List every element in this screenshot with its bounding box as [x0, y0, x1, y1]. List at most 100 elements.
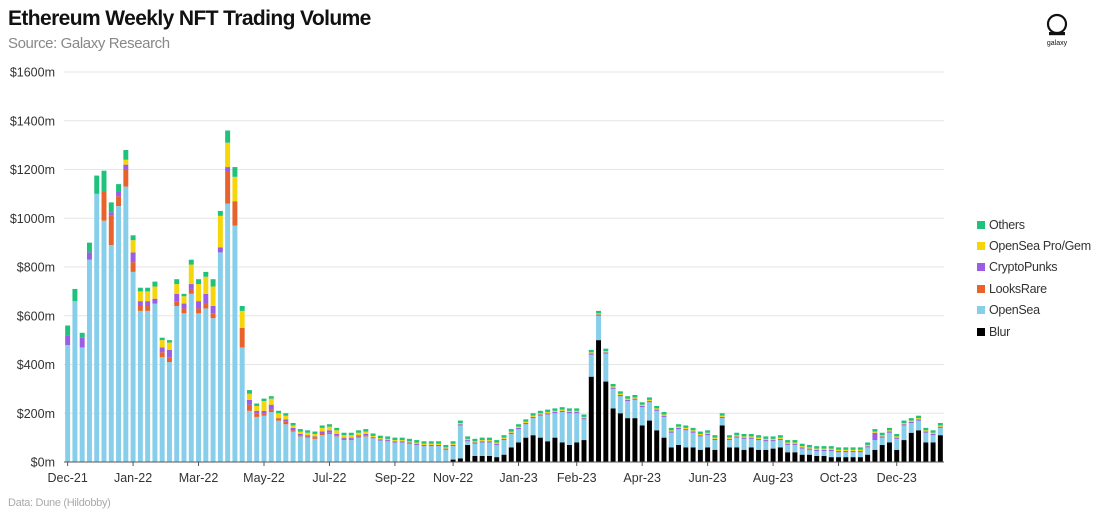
bar-segment-others	[101, 170, 107, 192]
bar-segment-opensea-pro-gem	[588, 352, 594, 354]
bar-segment-opensea-pro-gem	[450, 443, 456, 445]
x-tick-label: Jan-22	[114, 471, 152, 485]
bar-segment-opensea-pro-gem	[305, 432, 311, 436]
bar-segment-opensea-pro-gem	[123, 159, 129, 165]
bar-segment-others	[625, 396, 631, 399]
bar-segment-looksrare	[312, 437, 318, 439]
bar-segment-cryptopunks	[290, 427, 296, 431]
bar-segment-blur	[777, 447, 783, 463]
bar-segment-blur	[770, 448, 776, 462]
bar-segment-opensea-pro-gem	[697, 433, 703, 436]
bar-stack	[305, 430, 311, 463]
bar-segment-opensea-pro-gem	[385, 438, 391, 441]
bar-segment-cryptopunks	[414, 443, 420, 445]
x-tick-label: Dec-21	[47, 471, 87, 485]
bar-stack	[465, 436, 471, 462]
bar-segment-opensea-pro-gem	[777, 437, 783, 439]
bar-segment-cryptopunks	[923, 431, 929, 433]
bar-segment-others	[770, 436, 776, 439]
bar-segment-looksrare	[166, 357, 172, 363]
bar-segment-cryptopunks	[123, 164, 129, 170]
bars	[65, 130, 943, 463]
bar-segment-others	[734, 432, 740, 436]
bar-segment-looksrare	[108, 215, 114, 246]
legend-swatch	[977, 242, 985, 251]
bar-segment-others	[254, 403, 260, 406]
bar-segment-others	[865, 442, 871, 445]
bar-stack	[414, 440, 420, 462]
bar-segment-opensea	[770, 441, 776, 449]
bar-stack	[843, 447, 849, 463]
bar-stack	[225, 130, 231, 463]
bar-segment-cryptopunks	[319, 431, 325, 434]
bar-stack	[763, 436, 769, 462]
bar-segment-cryptopunks	[792, 443, 798, 445]
bar-stack	[603, 348, 609, 462]
bar-segment-opensea	[72, 301, 78, 463]
bar-segment-opensea-pro-gem	[908, 420, 914, 422]
bar-stack	[94, 175, 100, 463]
bar-segment-opensea-pro-gem	[603, 351, 609, 353]
bar-segment-others	[305, 430, 311, 433]
bar-segment-cryptopunks	[116, 191, 122, 197]
bar-stack	[581, 414, 587, 462]
legend-label: Others	[989, 217, 1025, 232]
bar-segment-opensea-pro-gem	[639, 404, 645, 406]
bar-segment-opensea-pro-gem	[130, 240, 136, 253]
bar-stack	[814, 446, 820, 462]
bar-segment-cryptopunks	[210, 306, 216, 314]
bar-stack	[632, 394, 638, 463]
bar-segment-opensea-pro-gem	[268, 398, 274, 405]
bar-segment-opensea-pro-gem	[785, 442, 791, 444]
bar-segment-opensea-pro-gem	[188, 264, 194, 285]
bar-segment-opensea-pro-gem	[741, 436, 747, 438]
bar-segment-others	[763, 436, 769, 439]
bar-segment-others	[65, 325, 71, 336]
bar-segment-opensea-pro-gem	[850, 449, 856, 452]
bar-segment-cryptopunks	[472, 442, 478, 444]
bar-segment-cryptopunks	[625, 399, 631, 402]
bar-segment-looksrare	[356, 436, 362, 438]
bar-stack	[523, 419, 529, 463]
bar-segment-opensea	[850, 452, 856, 458]
bar-segment-others	[697, 431, 703, 434]
bar-stack	[457, 420, 463, 462]
bar-segment-opensea	[421, 446, 427, 462]
bar-segment-opensea	[159, 357, 165, 462]
bar-stack	[123, 150, 129, 462]
bar-segment-opensea-pro-gem	[894, 436, 900, 438]
bar-segment-opensea-pro-gem	[530, 415, 536, 417]
bar-segment-cryptopunks	[785, 443, 791, 445]
legend-label: CryptoPunks	[989, 260, 1058, 275]
bar-segment-others	[319, 425, 325, 428]
bar-segment-others	[879, 432, 885, 436]
bar-segment-opensea-pro-gem	[399, 440, 405, 442]
bar-stack	[392, 437, 398, 462]
bar-segment-looksrare	[261, 413, 267, 416]
bar-segment-opensea-pro-gem	[145, 291, 151, 302]
bar-segment-others	[326, 424, 332, 427]
bar-segment-opensea	[639, 407, 645, 426]
bar-segment-cryptopunks	[479, 441, 485, 443]
bar-stack	[377, 435, 383, 462]
bar-stack	[916, 415, 922, 462]
bar-segment-opensea	[646, 402, 652, 421]
bar-stack	[697, 431, 703, 462]
bar-segment-cryptopunks	[828, 449, 834, 452]
bar-segment-cryptopunks	[741, 437, 747, 439]
bar-segment-blur	[465, 444, 471, 462]
bar-segment-opensea-pro-gem	[348, 435, 354, 438]
bar-segment-others	[552, 408, 558, 411]
legend-swatch	[977, 284, 985, 293]
bar-segment-opensea	[814, 451, 820, 456]
bar-segment-opensea	[516, 429, 522, 443]
bar-segment-cryptopunks	[530, 416, 536, 419]
bar-segment-opensea-pro-gem	[523, 421, 529, 423]
bar-stack	[836, 447, 842, 463]
bar-segment-opensea	[836, 452, 842, 458]
bar-segment-opensea-pro-gem	[166, 342, 172, 350]
bar-segment-cryptopunks	[457, 424, 463, 426]
bar-segment-opensea	[763, 441, 769, 450]
bar-segment-opensea-pro-gem	[465, 438, 471, 441]
bar-segment-opensea	[719, 418, 725, 426]
